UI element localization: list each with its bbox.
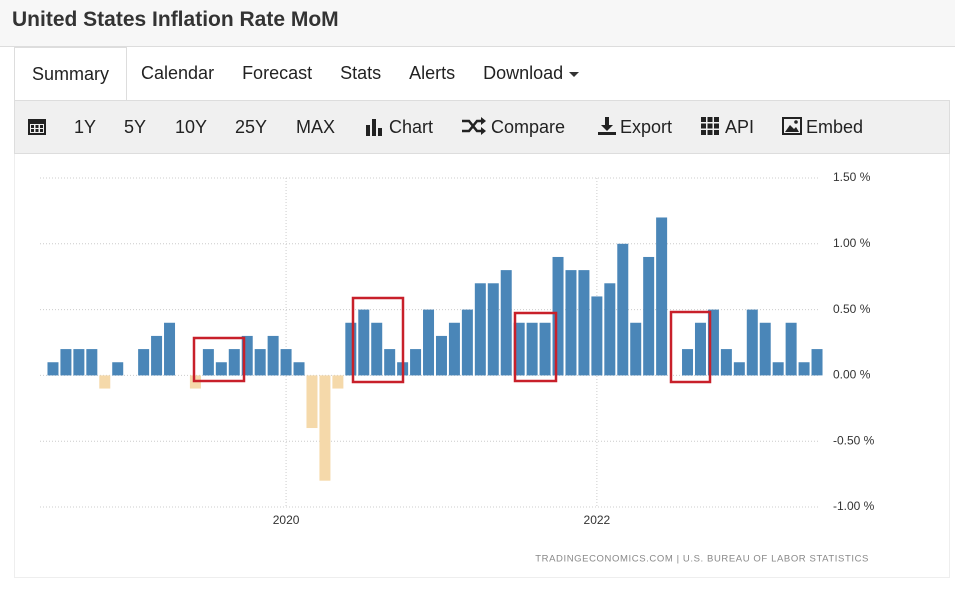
bar [112,362,124,376]
y-tick-label: 1.50 % [833,170,871,184]
bar [73,349,85,376]
bar [733,362,745,376]
bar [617,243,629,376]
bar [215,362,227,376]
bar [487,283,499,376]
bar [630,322,642,376]
bar [423,309,435,376]
bar [694,322,706,376]
bar [151,335,163,376]
chart-icon [366,119,382,136]
bar [280,349,292,376]
bar [798,362,810,376]
tab[interactable]: Download [469,47,595,99]
bar [552,256,564,376]
highlight-box [192,336,246,383]
bar [60,349,72,376]
tab-label: Download [483,63,564,83]
tab[interactable]: Alerts [409,63,456,83]
bar [319,375,331,481]
tab[interactable]: Summary [14,47,128,101]
bar [539,322,551,376]
toolbar: 1Y 5Y 10Y 25Y MAX Chart Compare Export A… [14,100,950,154]
bar [293,362,305,376]
bar [656,217,668,376]
bar [358,309,370,376]
bar [500,270,512,376]
bar [720,349,732,376]
y-tick-label: 0.00 % [833,368,871,382]
y-tick-label: 0.50 % [833,302,871,316]
bar [384,349,396,376]
bar [643,256,655,376]
calendar-icon[interactable] [27,116,47,136]
bar [241,335,253,376]
bar [47,362,59,376]
caret [569,72,580,77]
bar [371,322,383,376]
compare-icon [462,117,486,135]
range-button[interactable]: 25Y [235,117,268,137]
bar [86,349,98,376]
bar [306,375,318,429]
chart-frame [14,153,950,578]
bar [345,322,357,376]
range-button[interactable]: 5Y [124,117,147,137]
compare-button[interactable]: Compare [491,117,566,137]
bar [99,375,111,389]
bar [435,335,447,376]
x-tick-label: 2022 [584,513,611,527]
range-button[interactable]: 10Y [175,117,208,137]
tabs: Summary Calendar Forecast Stats Alerts D… [14,47,950,101]
bar [410,349,422,376]
title-bar [0,0,955,47]
highlight-box [513,311,558,383]
highlight-box [669,310,712,384]
bar [578,270,590,376]
bar [448,322,460,376]
embed-button[interactable]: Embed [806,117,864,137]
bar [682,349,694,376]
tab[interactable]: Forecast [242,63,313,83]
bar [746,309,758,376]
source: TRADINGECONOMICS.COM | U.S. BUREAU OF LA… [535,554,869,565]
tab[interactable]: Stats [340,63,382,83]
bar [332,375,344,389]
bar [267,335,279,376]
y-tick-label: 1.00 % [833,236,871,250]
y-tick-label: -1.00 % [833,499,875,513]
bar [526,322,538,376]
bar [228,349,240,376]
range-button[interactable]: 1Y [74,117,97,137]
bar [474,283,486,376]
bar [164,322,176,376]
bar [461,309,473,376]
embed-icon [782,117,802,135]
bar [604,283,616,376]
tab[interactable]: Calendar [141,63,215,83]
export-button[interactable]: Export [620,117,673,137]
page-title: United States Inflation Rate MoM [12,8,339,31]
chart-button[interactable]: Chart [389,117,434,137]
export-icon [598,117,616,135]
api-button[interactable]: API [725,117,755,137]
api-icon [701,117,719,135]
bar [591,296,603,376]
y-tick-label: -0.50 % [833,433,875,447]
bar [785,322,797,376]
range-button[interactable]: MAX [296,117,336,137]
bar [202,349,214,376]
x-tick-label: 2020 [273,513,300,527]
bar [138,349,150,376]
bar [254,349,266,376]
bar [513,322,525,376]
bar [565,270,577,376]
highlight-box [351,296,405,384]
bar [707,309,719,376]
bar [759,322,771,376]
bar [772,362,784,376]
bar [811,349,823,376]
